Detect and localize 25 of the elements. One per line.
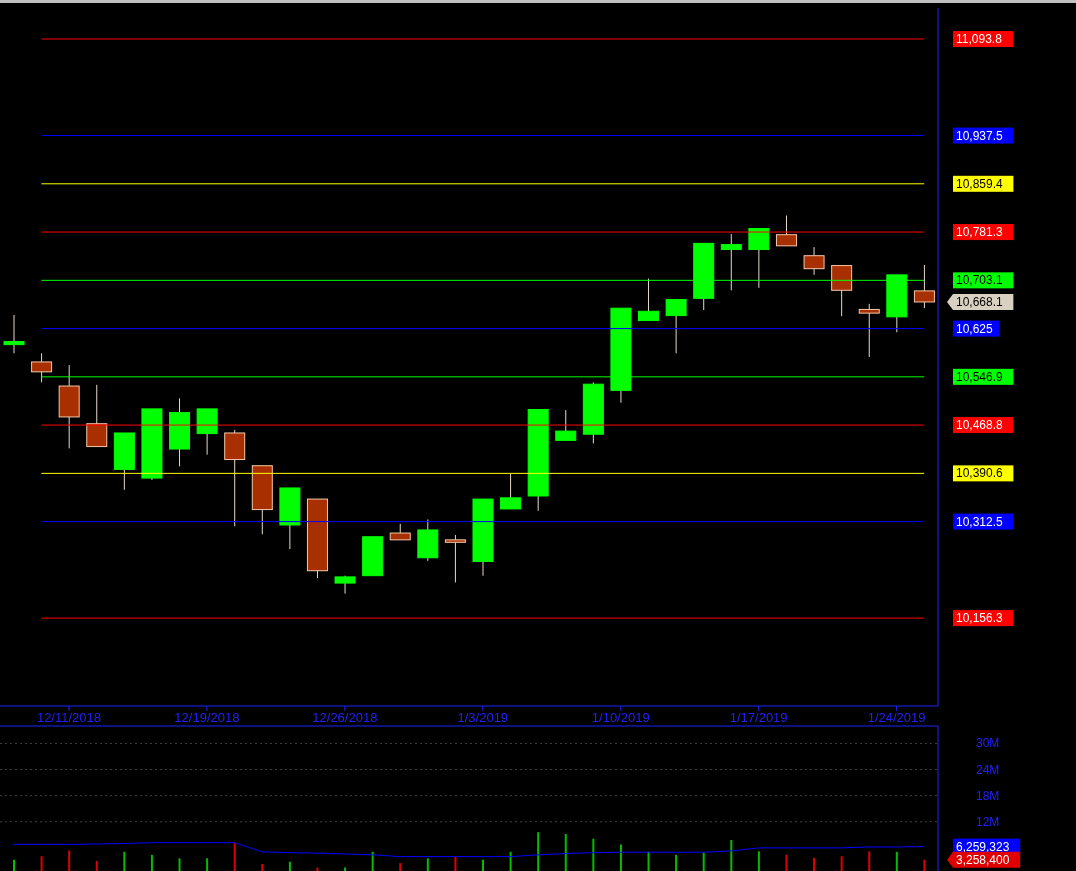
y-tick-label: 10,781.3 [956,225,1004,240]
y-tick-label: 10,937.5 [956,128,1004,143]
x-tick-label: 1/10/2019 [591,710,650,726]
x-tick-label: 1/3/2019 [457,710,509,726]
y-tick-label: 10,312.5 [956,514,1004,529]
text: 6,259,323 [956,839,1010,854]
y-tick-label: 10,703.1 [956,273,1004,288]
x-tick-label: 1/24/2019 [867,710,926,726]
y-tick-label: 18M [976,788,1000,803]
x-tick-label: 12/19/2018 [174,710,240,726]
y-tick-label: 12M [976,814,1000,829]
y-tick-label: 10,390.6 [956,466,1004,481]
x-tick-label: 1/17/2019 [729,710,788,726]
x-tick-label: 12/11/2018 [36,710,102,726]
text: 3,258,400 [956,852,1010,867]
y-tick-label: 11,093.8 [956,32,1003,47]
y-tick-label: 24M [976,762,1000,777]
y-tick-label: 10,625 [956,321,994,336]
y-tick-label: 10,859.4 [956,176,1004,191]
text: 10,668.1 [956,294,1004,309]
x-tick-label: 12/26/2018 [312,710,378,726]
y-tick-label: 10,546.9 [956,369,1004,384]
y-tick-label: 10,156.3 [956,611,1004,626]
y-tick-label: 10,468.8 [956,418,1004,433]
y-tick-label: 30M [976,736,1000,751]
